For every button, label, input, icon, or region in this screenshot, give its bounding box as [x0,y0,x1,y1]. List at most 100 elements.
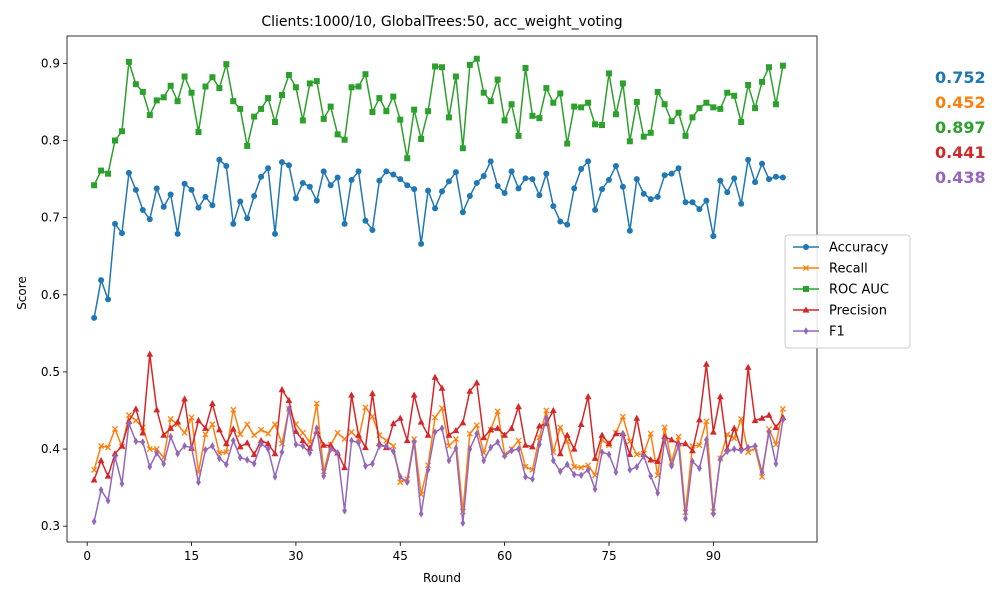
data-point [529,443,536,450]
data-point [495,438,501,446]
data-point [362,71,369,78]
data-point [605,176,612,183]
data-point [668,436,675,443]
series-roc-auc [91,55,786,189]
data-point [710,104,717,111]
data-point [265,95,272,102]
data-point [758,414,766,421]
data-point [676,441,681,449]
series-line [93,408,784,524]
data-point [111,425,119,433]
data-point [320,168,327,175]
data-point [209,399,216,407]
data-point [612,162,619,169]
data-point [153,445,160,453]
data-point [515,132,522,139]
data-point [265,430,272,437]
data-point [738,446,744,455]
data-point [480,89,487,96]
final-value-label: 0.441 [935,143,986,162]
data-point [709,428,717,435]
y-tick-label: 0.9 [41,56,60,70]
data-point [237,431,244,438]
data-point [229,425,237,432]
data-point [244,456,250,464]
data-point [285,396,293,404]
data-point [452,435,459,443]
data-point [286,405,292,413]
series-f1 [91,405,786,527]
data-point [445,114,452,121]
data-point [466,430,473,437]
legend-item: ROC AUC [793,283,889,298]
data-point [662,435,668,444]
data-point [299,436,307,444]
data-point [487,158,494,165]
data-point [118,442,126,449]
data-point [97,457,105,464]
legend-swatch-marker [803,286,809,292]
data-point [508,101,515,108]
data-point [467,445,473,453]
data-point [181,429,188,436]
data-point [452,169,459,176]
data-point [452,426,460,434]
data-point [634,462,640,471]
data-point [502,452,508,460]
data-point [633,98,640,105]
legend-label: ROC AUC [829,283,889,298]
data-point [195,129,202,136]
data-point [91,182,98,189]
data-point [494,408,501,415]
data-point [202,431,209,438]
data-point [202,193,209,200]
data-point [98,486,104,494]
data-point [536,192,543,199]
data-point [633,451,640,458]
data-point [766,428,772,436]
data-point [550,203,557,210]
data-point [251,113,258,120]
data-point [258,105,265,112]
data-point [661,101,668,108]
data-point [613,468,619,476]
data-point [146,216,153,223]
data-point [313,78,320,85]
data-point [348,176,355,183]
y-tick-label: 0.7 [41,211,60,225]
data-point [752,105,759,112]
data-point [431,373,439,380]
data-point [216,454,222,463]
data-point [355,431,362,438]
data-point [132,186,139,193]
data-point [348,429,355,436]
data-point [564,140,571,147]
final-value-label: 0.438 [935,168,986,187]
data-point [341,220,348,227]
data-point [696,206,703,213]
data-point [112,452,118,461]
data-point [730,424,738,431]
data-point [445,431,453,438]
data-point [153,406,161,413]
data-point [271,421,279,428]
data-point [717,177,724,184]
y-axis-label: Score [15,276,29,310]
data-point [466,387,474,394]
data-point [655,489,661,497]
data-point [223,460,229,469]
data-point [494,183,501,190]
data-point [683,514,688,523]
data-point [299,429,306,436]
data-point [216,156,223,163]
series-line [93,159,783,319]
data-point [438,384,446,391]
data-point [112,137,119,144]
data-point [334,131,341,138]
final-value-label: 0.752 [935,68,986,87]
data-point [745,449,752,456]
data-point [675,109,682,116]
data-point [744,363,752,370]
data-point [432,428,438,436]
data-point [132,81,139,88]
